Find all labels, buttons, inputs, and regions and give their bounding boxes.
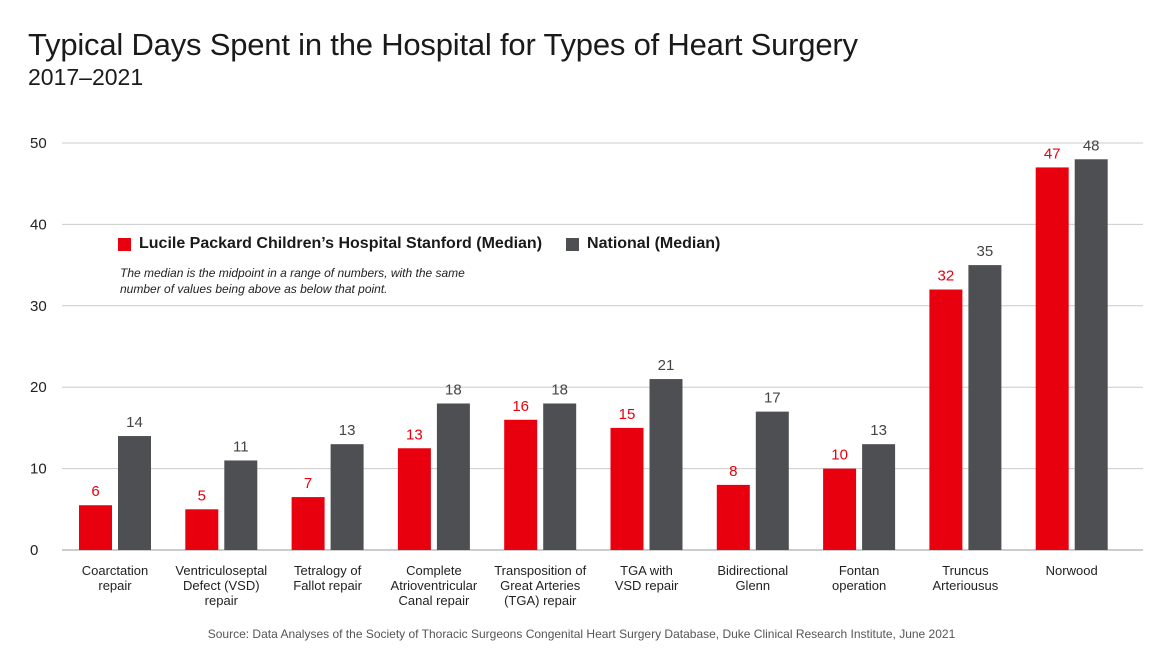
- x-category-label: Transposition of Great Arteries (TGA) repa…: [494, 563, 586, 608]
- data-label-national: 13: [870, 422, 887, 439]
- bar-national: [118, 436, 151, 550]
- data-label-stanford: 10: [831, 447, 848, 464]
- legend-label-stanford: Lucile Packard Children’s Hospital Stanf…: [139, 235, 543, 252]
- bar-stanford: [185, 509, 219, 550]
- data-label-national: 18: [445, 381, 462, 398]
- x-category-line: Atrioventricular: [391, 578, 478, 593]
- x-category-label: Ventriculoseptal Defect (VSD) repair: [175, 563, 267, 608]
- x-category-line: repair: [205, 593, 239, 608]
- bar-national: [968, 265, 1002, 550]
- x-category-line: Defect (VSD): [183, 578, 260, 593]
- x-category-line: Coarctation: [82, 563, 148, 578]
- x-category-line: (TGA) repair: [504, 593, 577, 608]
- x-category-label: Truncus Arteriousus: [933, 563, 999, 593]
- bar-stanford: [504, 419, 538, 550]
- bar-national: [330, 444, 364, 550]
- x-category-label: Bidirectional Glenn: [717, 563, 788, 593]
- bar-national: [543, 403, 577, 550]
- data-label-stanford: 47: [1044, 145, 1061, 162]
- bar-national: [436, 403, 470, 550]
- bar-stanford: [291, 497, 325, 550]
- data-label-national: 14: [126, 414, 143, 431]
- bar-stanford: [79, 505, 112, 550]
- bar-national: [862, 444, 896, 550]
- data-label-stanford: 5: [198, 487, 206, 504]
- data-label-national: 35: [977, 243, 994, 260]
- data-label-stanford: 32: [938, 268, 955, 285]
- bar-stanford: [823, 468, 857, 550]
- chart-subtitle: 2017–2021: [28, 64, 144, 90]
- x-category-line: Great Arteries: [500, 578, 581, 593]
- data-label-national: 13: [339, 422, 356, 439]
- data-label-stanford: 13: [406, 426, 423, 443]
- bar-national: [649, 379, 683, 550]
- x-category-line: Canal repair: [398, 593, 469, 608]
- x-category-line: Glenn: [735, 578, 770, 593]
- x-category-line: Complete: [406, 563, 462, 578]
- x-category-line: Transposition of: [494, 563, 586, 578]
- data-label-national: 17: [764, 390, 781, 407]
- data-label-stanford: 7: [304, 475, 312, 492]
- x-category-line: VSD repair: [615, 578, 679, 593]
- x-category-label: TGA with VSD repair: [615, 563, 679, 593]
- y-tick-label: 0: [30, 542, 38, 559]
- bar-national: [755, 411, 789, 550]
- bar-national: [1074, 159, 1108, 550]
- x-category-line: Fallot repair: [293, 578, 362, 593]
- x-category-line: Tetralogy of: [294, 563, 362, 578]
- x-category-line: TGA with: [620, 563, 673, 578]
- bars: [79, 159, 1108, 551]
- x-category-line: repair: [98, 578, 132, 593]
- x-category-line: Norwood: [1046, 563, 1098, 578]
- x-category-label: Coarctation repair: [82, 563, 148, 593]
- x-category-label: Complete Atrioventricular Canal repair: [391, 563, 478, 608]
- legend-label-national: National (Median): [587, 235, 721, 252]
- x-category-line: Bidirectional: [717, 563, 788, 578]
- y-tick-label: 40: [30, 216, 47, 233]
- x-category-line: Fontan: [839, 563, 879, 578]
- x-category-line: operation: [832, 578, 886, 593]
- x-category-label: Fontan operation: [832, 563, 886, 593]
- data-label-national: 48: [1083, 137, 1100, 154]
- x-category-line: Arteriousus: [933, 578, 999, 593]
- y-tick-label: 10: [30, 461, 47, 478]
- median-note: The median is the midpoint in a range of…: [120, 266, 465, 296]
- x-category-line: Ventriculoseptal: [175, 563, 267, 578]
- bar-stanford: [716, 484, 750, 550]
- bar-stanford: [1035, 167, 1069, 551]
- legend-item-stanford: Lucile Packard Children’s Hospital Stanf…: [118, 235, 542, 253]
- x-category-line: Truncus: [942, 563, 989, 578]
- chart-title: Typical Days Spent in the Hospital for T…: [28, 27, 858, 62]
- data-label-stanford: 15: [619, 406, 636, 423]
- bar-national: [224, 460, 258, 550]
- source-note: Source: Data Analyses of the Society of …: [207, 627, 956, 641]
- legend-swatch-national: [566, 237, 580, 251]
- y-tick-label: 20: [30, 379, 47, 396]
- y-tick-label: 30: [30, 298, 47, 315]
- legend: Lucile Packard Children’s Hospital Stanf…: [118, 235, 744, 253]
- x-category-label: Tetralogy of Fallot repair: [293, 563, 362, 593]
- y-tick-label: 50: [30, 135, 47, 152]
- x-category-label: Norwood: [1046, 563, 1098, 578]
- data-label-national: 18: [551, 381, 568, 398]
- legend-swatch-stanford: [118, 237, 131, 251]
- data-label-stanford: 16: [512, 398, 529, 415]
- bar-stanford: [610, 427, 644, 550]
- bar-stanford: [397, 448, 431, 550]
- legend-item-national: National (Median): [566, 235, 720, 253]
- data-label-stanford: 6: [91, 483, 99, 500]
- bar-stanford: [929, 289, 963, 550]
- data-label-national: 11: [233, 438, 249, 455]
- data-label-stanford: 8: [729, 463, 737, 480]
- data-label-national: 21: [658, 357, 675, 374]
